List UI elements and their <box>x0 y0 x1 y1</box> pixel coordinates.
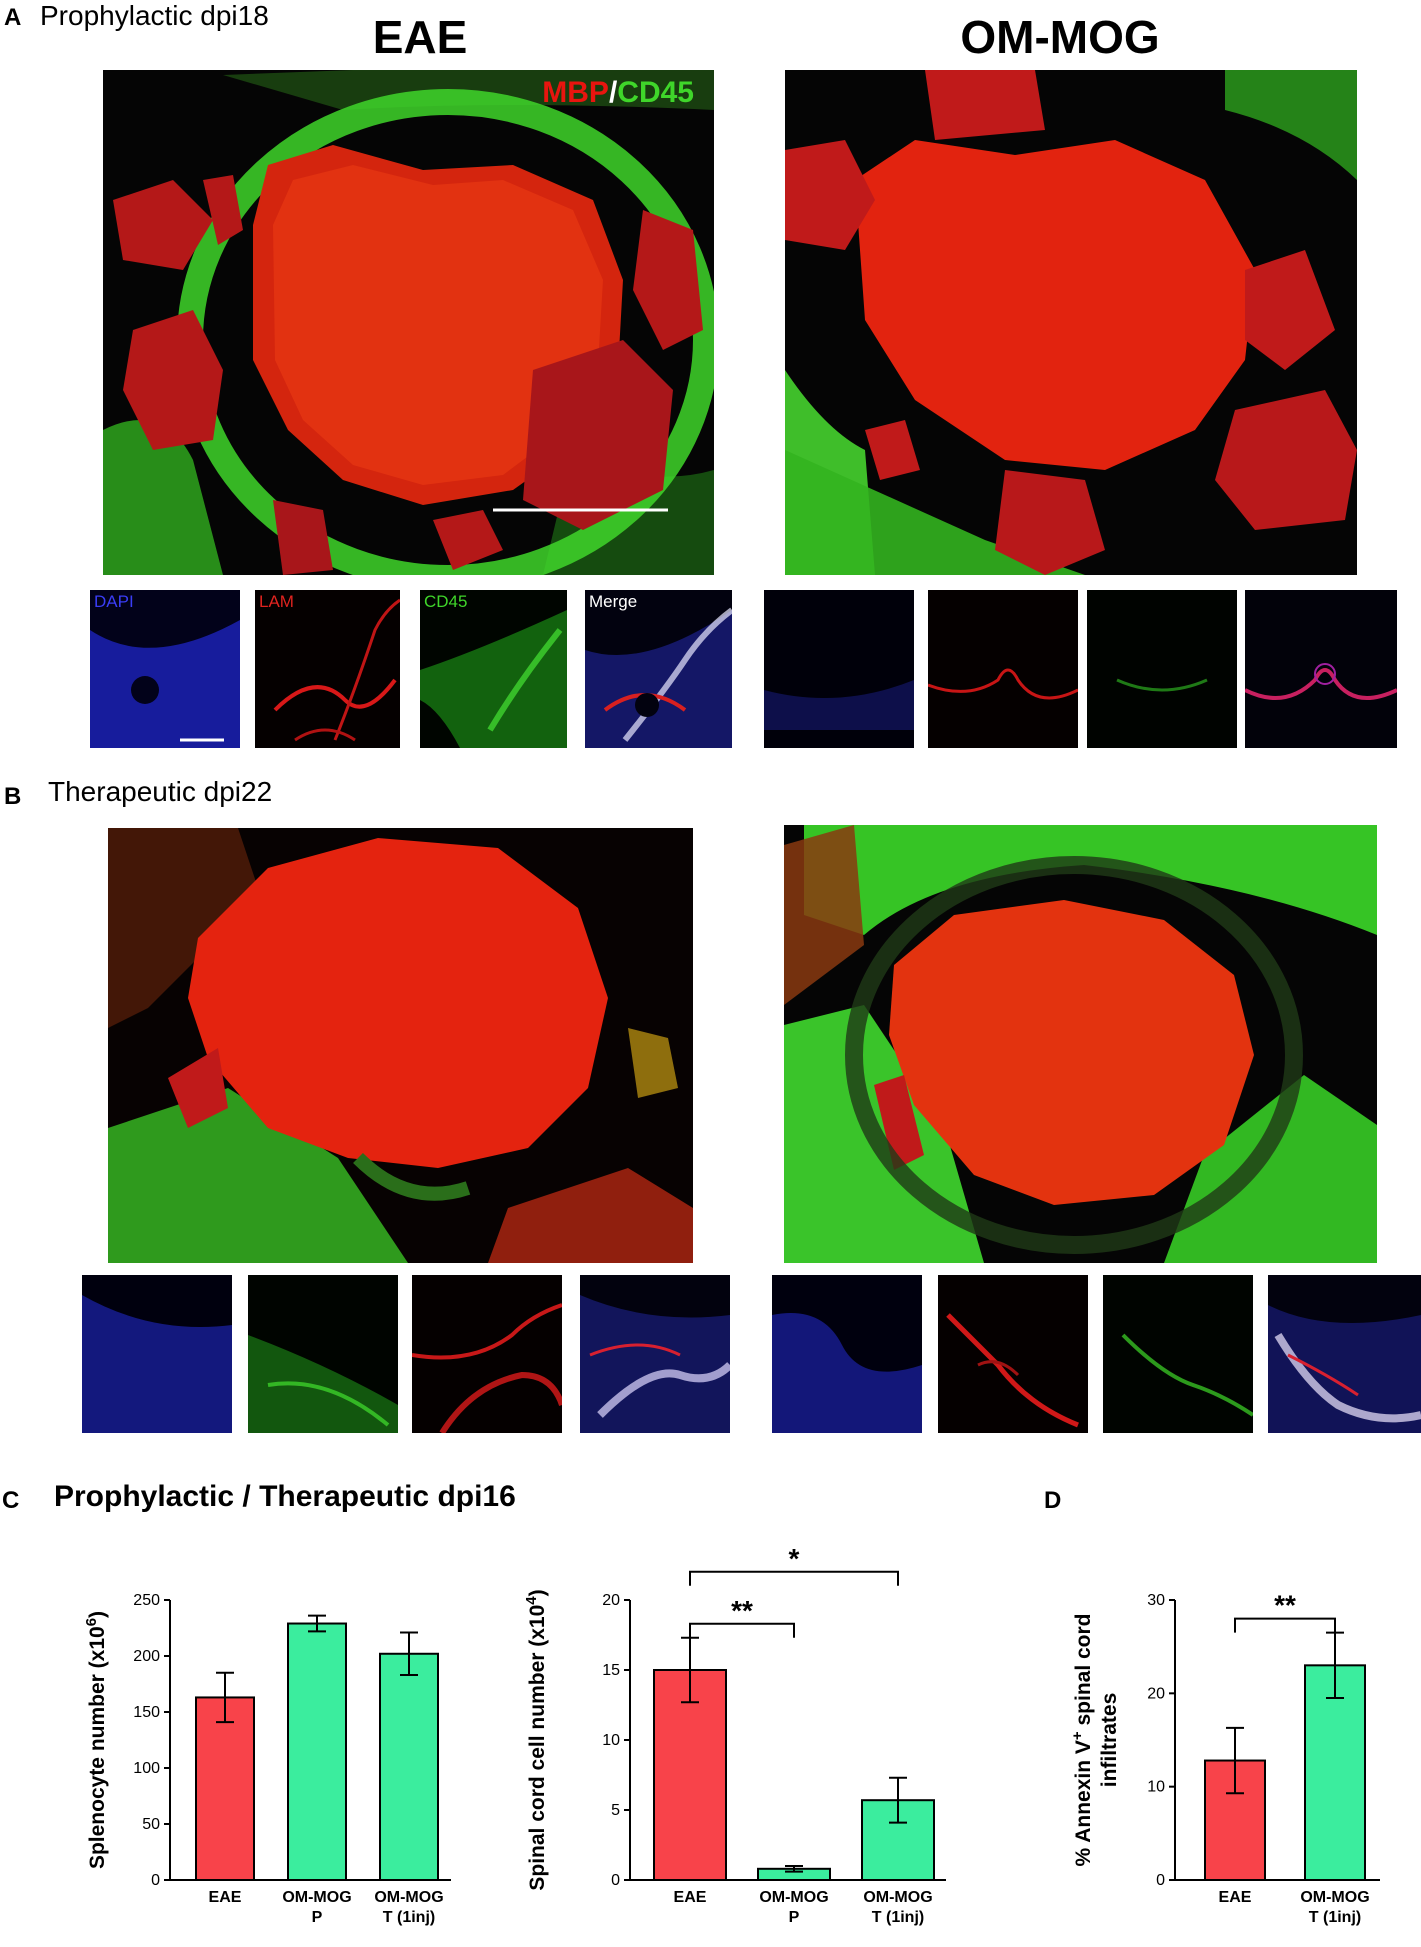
inset-label-merge: Merge <box>589 592 638 611</box>
significance-label: ** <box>1274 1590 1296 1621</box>
inset-b-om-mog-cd45 <box>1103 1275 1253 1433</box>
x-tick-label: OM-MOG <box>1300 1889 1369 1906</box>
y-tick-label: 20 <box>602 1592 620 1609</box>
inset-a-om-mog-dapi <box>764 590 914 748</box>
panel-c-letter: C <box>2 1487 20 1514</box>
y-tick-label: 5 <box>611 1802 620 1819</box>
x-tick-label: T (1inj) <box>383 1909 435 1926</box>
inset-b-om-mog-dapi <box>772 1275 922 1433</box>
significance-label: ** <box>731 1595 753 1626</box>
chart-annexin-v-infiltrates: 0 10 20 30 EAE OM-MOG T (1inj) ** % Annexin V+ s… <box>1069 1590 1380 1926</box>
micrograph-a-om-mog <box>785 70 1357 575</box>
y-axis-label-line2: infiltrates <box>1098 1693 1121 1788</box>
significance-bracket <box>689 1570 899 1586</box>
panel-d-letter: D <box>1044 1487 1062 1514</box>
inset-b-om-mog-merge <box>1268 1275 1421 1433</box>
column-title-om-mog: OM-MOG <box>960 11 1160 63</box>
bar <box>287 1622 347 1882</box>
y-tick-label: 15 <box>602 1662 620 1679</box>
y-axis-label: % Annexin V+ spinal cord <box>1069 1613 1095 1866</box>
significance-label: * <box>789 1543 800 1574</box>
bar <box>653 1669 727 1881</box>
y-axis-label: Spinal cord cell number (x104) <box>523 1589 549 1890</box>
stain-legend-mbp: MBP <box>542 76 609 109</box>
inset-a-eae-cd45: CD45 <box>420 590 567 748</box>
bar <box>379 1652 439 1882</box>
inset-a-om-mog-lam <box>928 590 1078 748</box>
significance-bracket <box>1234 1617 1336 1633</box>
inset-b-eae-cd45 <box>248 1275 398 1433</box>
bar <box>195 1696 255 1881</box>
micrograph-b-eae <box>108 828 693 1263</box>
stain-legend: MBP/CD45 <box>542 76 694 110</box>
y-tick-label: 250 <box>133 1592 160 1609</box>
panel-b-title: Therapeutic dpi22 <box>48 776 273 807</box>
bar <box>1304 1664 1366 1882</box>
column-title-eae: EAE <box>372 11 468 63</box>
inset-b-eae-lam <box>412 1275 562 1433</box>
x-tick-label: EAE <box>674 1889 707 1906</box>
inset-b-eae-dapi <box>82 1275 232 1433</box>
y-tick-label: 0 <box>1156 1872 1165 1889</box>
x-tick-label: T (1inj) <box>1309 1909 1361 1926</box>
y-tick-label: 200 <box>133 1648 160 1665</box>
chart-splenocyte-number: 0 50 100 150 200 250 EAE OM-MOG P OM-MOG T (1inj) S… <box>83 1592 451 1926</box>
x-tick-label: T (1inj) <box>872 1909 924 1926</box>
y-tick-label: 100 <box>133 1760 160 1777</box>
stain-legend-separator: / <box>608 76 618 109</box>
x-tick-label: OM-MOG <box>374 1889 443 1906</box>
panel-a-title: Prophylactic dpi18 <box>40 0 269 31</box>
y-axis-label: Splenocyte number (x106) <box>83 1611 109 1869</box>
inset-b-eae-merge <box>580 1275 730 1433</box>
micrograph-a-eae: MBP/CD45 <box>103 70 714 575</box>
x-tick-label: P <box>789 1909 800 1926</box>
x-tick-label: EAE <box>1219 1889 1252 1906</box>
y-axis-label-group: Spinal cord cell number (x104) <box>523 1589 549 1890</box>
inset-a-om-mog-cd45 <box>1087 590 1237 748</box>
y-tick-label: 10 <box>1147 1779 1165 1796</box>
inset-a-eae-lam: LAM <box>255 590 400 748</box>
x-tick-label: OM-MOG <box>759 1889 828 1906</box>
inset-label-dapi: DAPI <box>94 592 134 611</box>
x-tick-label: OM-MOG <box>282 1889 351 1906</box>
y-tick-label: 0 <box>151 1872 160 1889</box>
stain-legend-cd45: CD45 <box>617 76 694 109</box>
panel-c-title: Prophylactic / Therapeutic dpi16 <box>54 1480 516 1513</box>
inset-label-lam: LAM <box>259 592 294 611</box>
inset-b-om-mog-lam <box>938 1275 1088 1433</box>
x-tick-label: EAE <box>209 1889 242 1906</box>
panel-a-letter: A <box>4 4 22 31</box>
x-tick-label: P <box>312 1909 323 1926</box>
x-tick-label: OM-MOG <box>863 1889 932 1906</box>
y-tick-label: 150 <box>133 1704 160 1721</box>
inset-label-cd45: CD45 <box>424 592 468 611</box>
y-tick-label: 10 <box>602 1732 620 1749</box>
y-tick-label: 50 <box>142 1816 160 1833</box>
inset-a-eae-merge: Merge <box>585 590 732 748</box>
micrograph-b-om-mog <box>784 825 1377 1263</box>
y-tick-label: 30 <box>1147 1592 1165 1609</box>
y-tick-label: 0 <box>611 1872 620 1889</box>
inset-a-om-mog-merge <box>1245 590 1397 748</box>
y-axis-label-group: Splenocyte number (x106) <box>83 1611 109 1869</box>
inset-a-eae-dapi: DAPI <box>90 590 240 748</box>
y-tick-label: 20 <box>1147 1685 1165 1702</box>
significance-bracket <box>689 1622 795 1638</box>
panel-b-letter: B <box>4 783 22 810</box>
